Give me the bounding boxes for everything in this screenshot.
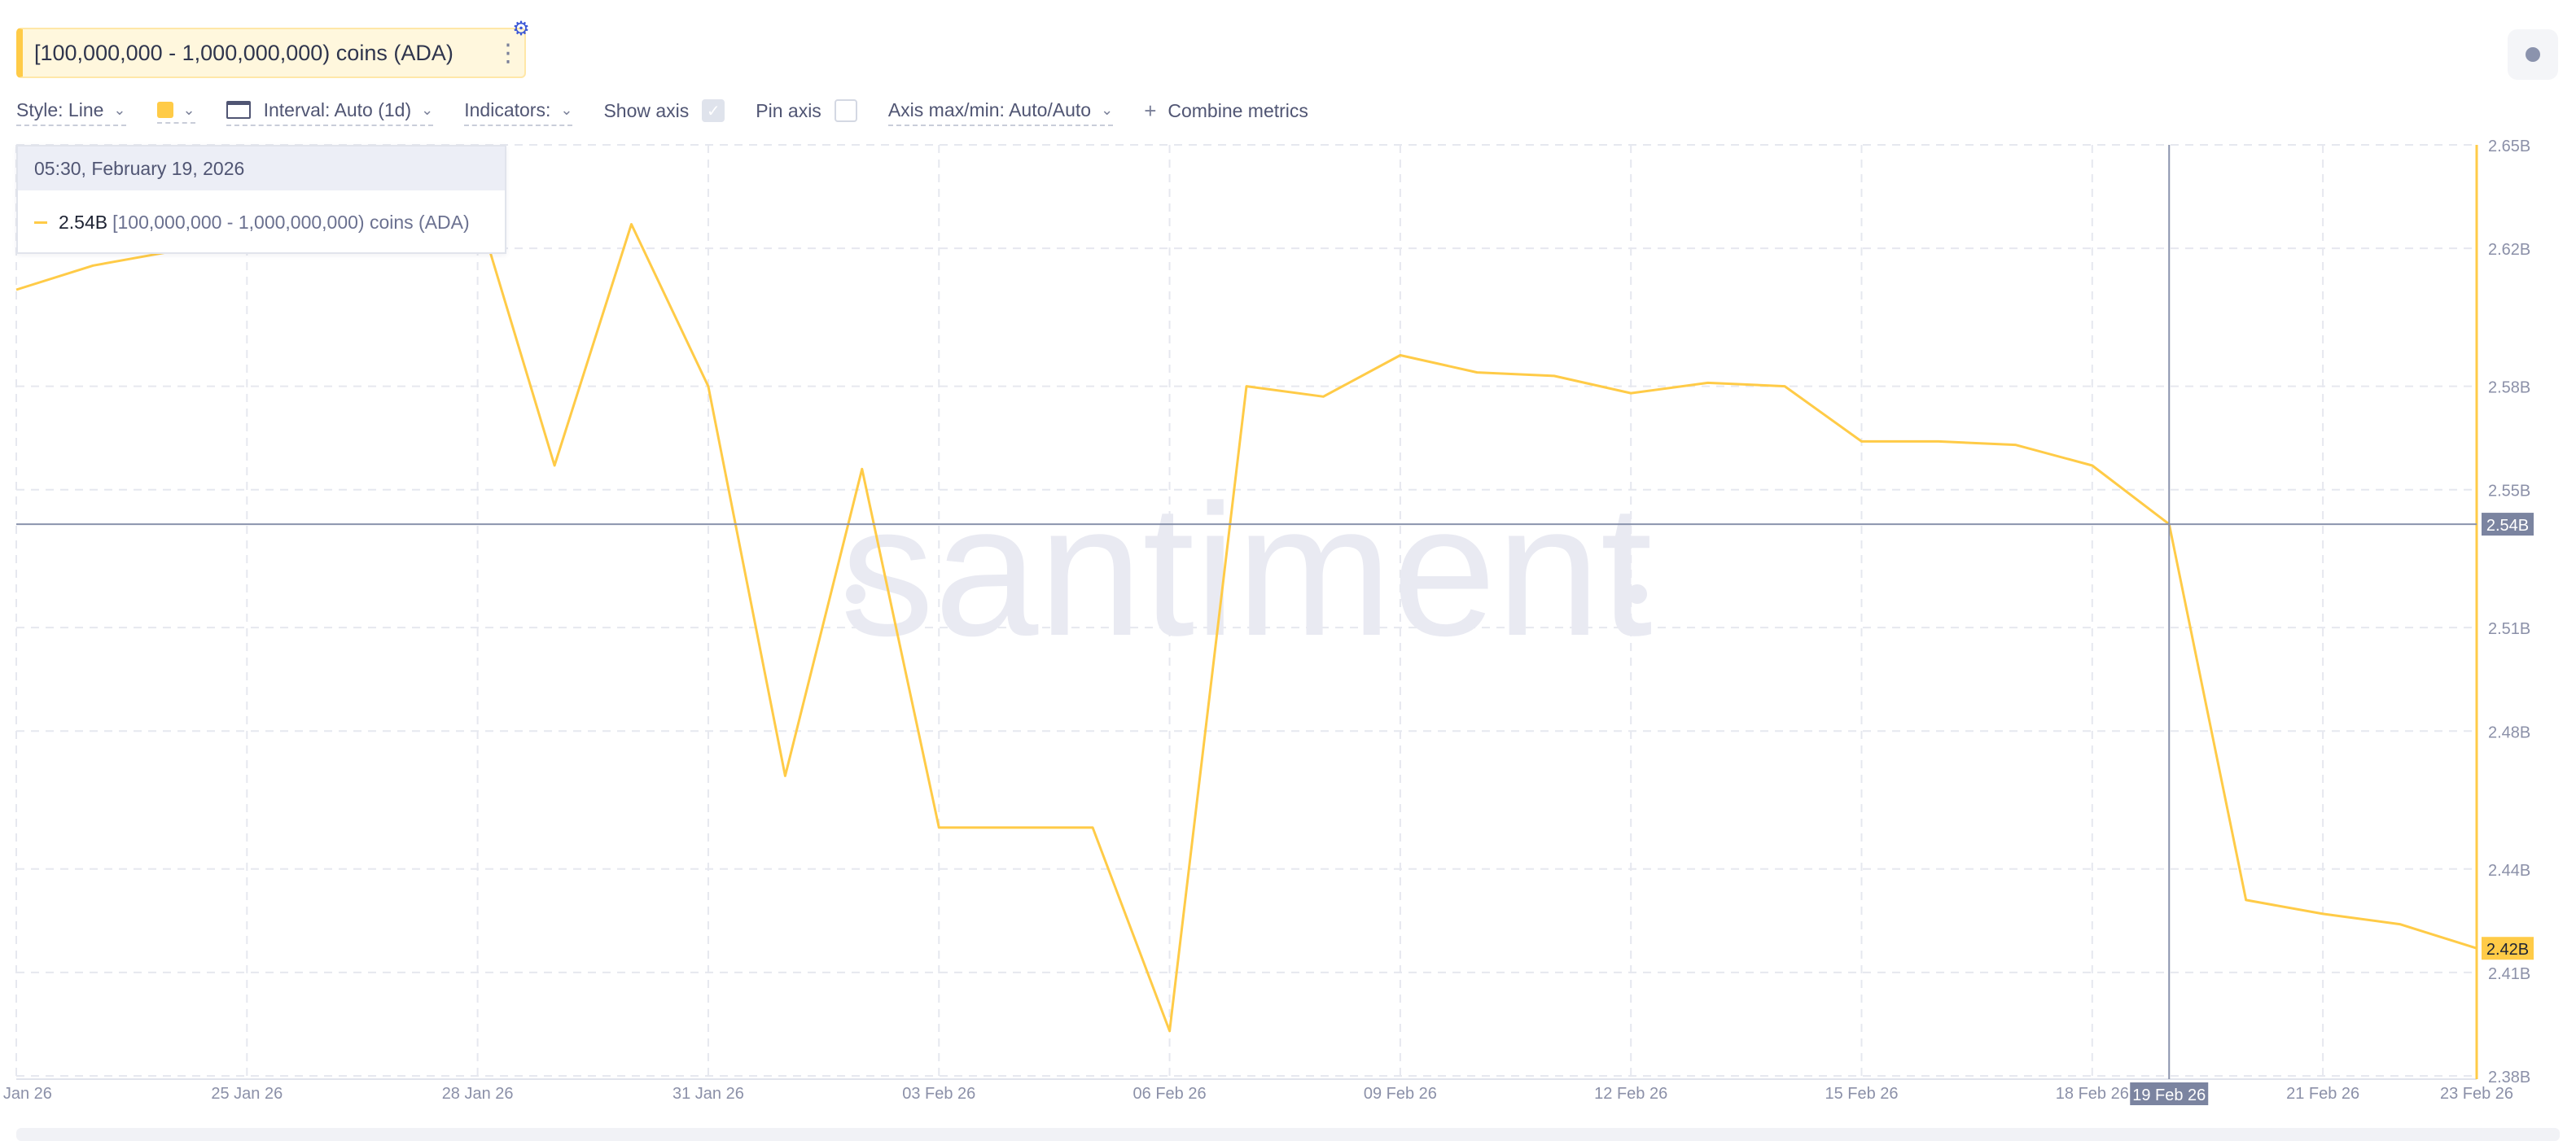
watermark-dot xyxy=(846,584,865,604)
x-tick-label: 09 Feb 26 xyxy=(1364,1085,1437,1103)
y-tick-label: 2.65B xyxy=(2488,138,2530,155)
indicators-dropdown[interactable]: Indicators: ⌄ xyxy=(464,98,573,126)
dot-icon xyxy=(2526,47,2540,62)
y-tick-label: 2.62B xyxy=(2488,241,2530,259)
pin-axis-toggle[interactable]: Pin axis xyxy=(756,99,857,125)
y-tick-label: 2.41B xyxy=(2488,965,2530,983)
watermark-text: santiment xyxy=(840,466,1652,675)
interval-dropdown[interactable]: Interval: Auto (1d) ⌄ xyxy=(226,99,434,126)
x-tick-label: 12 Feb 26 xyxy=(1594,1085,1667,1103)
gear-icon[interactable]: ⚙ xyxy=(512,18,530,40)
tooltip-value: 2.54B xyxy=(59,211,108,233)
metric-chip[interactable]: [100,000,000 - 1,000,000,000) coins (ADA… xyxy=(16,28,526,78)
color-dropdown[interactable]: ⌄ xyxy=(156,101,195,124)
chevron-down-icon: ⌄ xyxy=(182,101,195,118)
plus-icon: + xyxy=(1144,98,1157,123)
axis-minmax-label: Axis max/min: Auto/Auto xyxy=(887,98,1092,120)
y-tick-label: 2.58B xyxy=(2488,379,2530,397)
x-tick-label: 25 Jan 26 xyxy=(211,1085,283,1103)
x-tick-label: 03 Feb 26 xyxy=(902,1085,975,1103)
pin-axis-label: Pin axis xyxy=(756,99,821,121)
ruler-icon xyxy=(226,101,251,119)
show-axis-checkbox[interactable]: ✓ xyxy=(702,99,725,122)
show-axis-toggle[interactable]: Show axis ✓ xyxy=(603,99,725,125)
y-tick-label: 2.48B xyxy=(2488,724,2530,741)
y-tick-label: 2.51B xyxy=(2488,620,2530,638)
crosshair-y-label-bg xyxy=(2482,513,2534,536)
x-tick-label: 21 Feb 26 xyxy=(2286,1085,2359,1103)
x-tick-label: 23 Feb 26 xyxy=(2440,1085,2513,1103)
y-tick-label: 2.55B xyxy=(2488,483,2530,501)
pin-axis-checkbox[interactable] xyxy=(834,99,857,122)
chevron-down-icon: ⌄ xyxy=(421,101,434,118)
x-tick-label: 15 Feb 26 xyxy=(1825,1085,1898,1103)
color-swatch xyxy=(156,102,173,118)
chart-toolbar: Style: Line ⌄ ⌄ Interval: Auto (1d) ⌄ In… xyxy=(16,96,1339,129)
y-tick-label: 2.44B xyxy=(2488,862,2530,880)
chevron-down-icon: ⌄ xyxy=(113,101,126,118)
show-axis-label: Show axis xyxy=(603,99,690,121)
crosshair-x-label-bg xyxy=(2130,1082,2209,1105)
x-tick-label: 22 Jan 26 xyxy=(0,1085,52,1103)
crosshair-x-label: 19 Feb 26 xyxy=(2132,1086,2206,1104)
tooltip-row: 2.54B [100,000,000 - 1,000,000,000) coin… xyxy=(18,190,505,254)
chart-navigator[interactable] xyxy=(16,1128,2560,1141)
watermark-dot xyxy=(1628,584,1647,604)
chart-tooltip: 05:30, February 19, 2026 2.54B [100,000,… xyxy=(16,145,506,254)
chevron-down-icon: ⌄ xyxy=(560,101,573,118)
tooltip-datetime: 05:30, February 19, 2026 xyxy=(18,146,505,190)
indicators-label: Indicators: xyxy=(464,98,551,120)
more-vertical-icon[interactable]: ⋮ xyxy=(496,39,520,67)
chart-options-button[interactable] xyxy=(2508,29,2558,80)
y-tick-label: 2.38B xyxy=(2488,1069,2530,1086)
combine-metrics-button[interactable]: + Combine metrics xyxy=(1144,98,1308,127)
interval-label: Interval: Auto (1d) xyxy=(263,98,412,120)
chevron-down-icon: ⌄ xyxy=(1101,101,1114,118)
last-value-label-bg xyxy=(2482,937,2534,960)
x-tick-label: 31 Jan 26 xyxy=(672,1085,744,1103)
last-value-label: 2.42B xyxy=(2486,941,2529,959)
axis-minmax-dropdown[interactable]: Axis max/min: Auto/Auto ⌄ xyxy=(887,98,1114,126)
x-tick-label: 28 Jan 26 xyxy=(442,1085,514,1103)
style-label: Style: Line xyxy=(16,98,104,120)
x-tick-label: 18 Feb 26 xyxy=(2056,1085,2129,1103)
metric-label: [100,000,000 - 1,000,000,000) coins (ADA… xyxy=(34,40,453,65)
series-color-mark xyxy=(34,221,47,224)
crosshair-y-label: 2.54B xyxy=(2486,517,2529,535)
combine-metrics-label: Combine metrics xyxy=(1168,99,1308,121)
tooltip-series-name: [100,000,000 - 1,000,000,000) coins (ADA… xyxy=(112,211,470,233)
x-tick-label: 06 Feb 26 xyxy=(1133,1085,1207,1103)
style-dropdown[interactable]: Style: Line ⌄ xyxy=(16,99,126,126)
